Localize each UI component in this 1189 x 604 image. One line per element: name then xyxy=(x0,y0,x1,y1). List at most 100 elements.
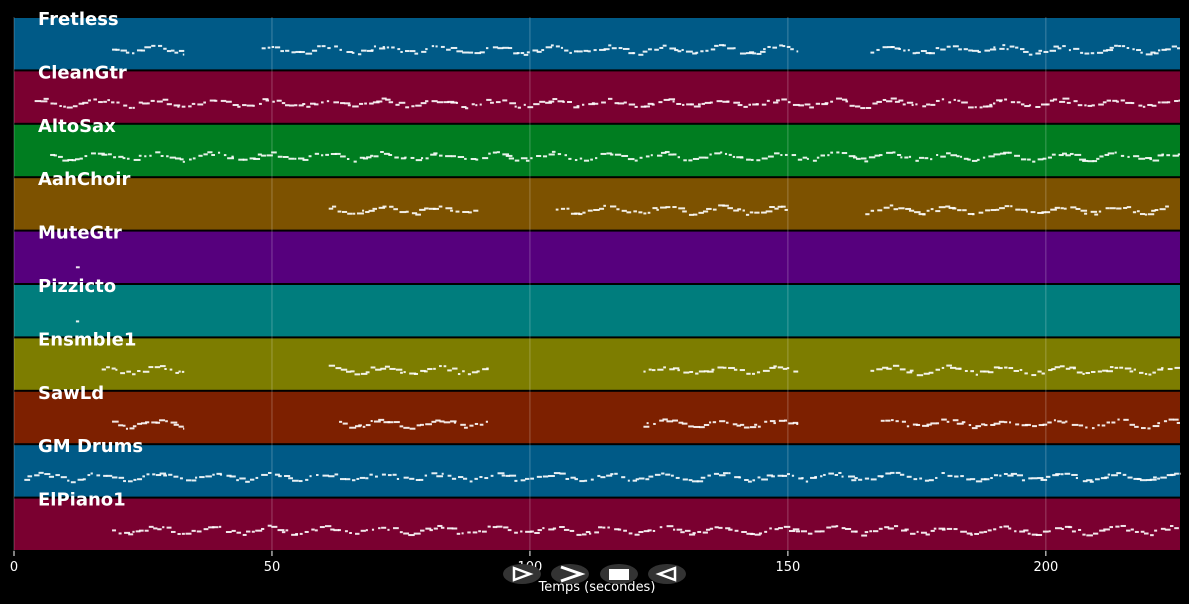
note xyxy=(588,103,595,106)
note xyxy=(1109,526,1114,529)
note xyxy=(1157,477,1161,480)
note xyxy=(115,368,118,371)
note xyxy=(960,530,967,533)
note xyxy=(723,472,728,475)
note xyxy=(904,528,909,531)
note xyxy=(198,154,203,157)
note xyxy=(1082,480,1088,483)
note xyxy=(132,373,136,376)
stop-button[interactable] xyxy=(600,564,638,584)
note xyxy=(405,106,410,109)
note xyxy=(952,45,959,48)
note xyxy=(773,365,777,368)
note xyxy=(131,52,135,55)
note xyxy=(517,106,521,109)
note xyxy=(1002,44,1006,47)
note xyxy=(681,48,684,51)
note xyxy=(397,48,401,51)
note xyxy=(848,155,856,158)
note xyxy=(711,368,715,371)
note xyxy=(1074,153,1082,156)
note xyxy=(593,208,600,211)
note xyxy=(542,527,545,530)
note xyxy=(986,105,993,108)
note xyxy=(696,480,704,483)
note xyxy=(146,102,150,105)
note xyxy=(496,525,503,528)
note xyxy=(138,529,144,532)
x-axis-label: Temps (secondes) xyxy=(538,580,656,595)
note xyxy=(895,471,901,474)
track-name: AahChoir xyxy=(38,169,130,190)
play-button[interactable] xyxy=(503,564,541,584)
note xyxy=(340,368,348,371)
note xyxy=(527,106,534,109)
rewind-button[interactable] xyxy=(648,564,686,584)
note xyxy=(469,480,473,483)
note xyxy=(1120,154,1125,157)
note xyxy=(700,476,706,479)
note xyxy=(1134,530,1139,533)
note xyxy=(425,527,432,530)
note xyxy=(118,532,122,535)
note xyxy=(727,47,734,50)
x-tick-label: 50 xyxy=(264,560,281,575)
note xyxy=(756,159,761,162)
note xyxy=(603,48,610,51)
note xyxy=(359,102,364,105)
note xyxy=(678,421,684,424)
note xyxy=(880,419,885,422)
note xyxy=(126,157,130,160)
note xyxy=(232,104,239,107)
note xyxy=(885,472,892,475)
note xyxy=(841,475,844,478)
note xyxy=(1100,477,1107,480)
note xyxy=(642,50,648,53)
note xyxy=(103,100,107,103)
note xyxy=(135,530,141,533)
note xyxy=(643,370,646,373)
note xyxy=(203,101,206,104)
note xyxy=(1070,206,1077,209)
note xyxy=(1174,100,1179,103)
note xyxy=(1106,49,1114,52)
note xyxy=(1059,100,1066,103)
note xyxy=(476,370,480,373)
note xyxy=(116,101,120,104)
note xyxy=(1077,104,1083,107)
note xyxy=(1061,421,1066,424)
note xyxy=(541,49,545,52)
note xyxy=(941,472,945,475)
note xyxy=(415,104,422,107)
note xyxy=(514,105,517,108)
note xyxy=(456,532,461,535)
note xyxy=(880,475,883,478)
note xyxy=(288,104,295,107)
note xyxy=(1132,48,1135,51)
note xyxy=(834,473,839,476)
note xyxy=(713,472,720,475)
note xyxy=(1031,374,1037,377)
note xyxy=(492,526,498,529)
note xyxy=(688,425,694,428)
note xyxy=(886,151,893,154)
note xyxy=(668,98,676,101)
note xyxy=(765,210,773,213)
note xyxy=(166,155,169,158)
note xyxy=(693,105,701,108)
note xyxy=(774,152,780,155)
note xyxy=(741,531,747,534)
note xyxy=(1179,472,1181,475)
note xyxy=(744,479,749,482)
note xyxy=(530,530,534,533)
note xyxy=(587,50,591,53)
note xyxy=(413,372,419,375)
note xyxy=(792,528,800,531)
note xyxy=(1157,422,1161,425)
note xyxy=(450,420,457,423)
note xyxy=(1133,477,1140,480)
note xyxy=(893,208,899,211)
note xyxy=(968,424,972,427)
forward-button[interactable] xyxy=(551,564,589,584)
note xyxy=(1120,524,1126,527)
